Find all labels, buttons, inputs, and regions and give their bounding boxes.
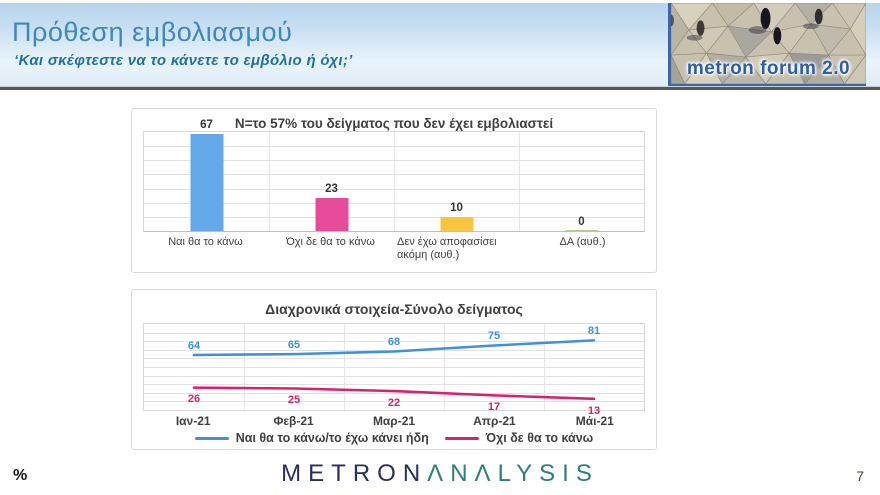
category-label: Ναι θα το κάνω [168, 236, 243, 248]
bar-value-label: 0 [578, 216, 585, 228]
line-chart-x-axis: Ιαν-21 Φεβ-21 Μαρ-21 Απρ-21 Μάι-21 [143, 414, 645, 428]
x-axis-label: Φεβ-21 [273, 414, 314, 428]
metron-forum-logo-text: metron forum 2.0 [686, 58, 851, 79]
data-point-label: 64 [187, 339, 201, 352]
metron-analysis-logo: METRONΛΝΛLYSIS [0, 460, 880, 488]
bar-value-label: 67 [200, 119, 213, 132]
bar-chart-plot: 67 23 10 0 [143, 119, 645, 232]
gridline [269, 132, 270, 231]
line-series-svg [192, 339, 596, 401]
gridline [544, 324, 545, 410]
gridline [394, 132, 395, 231]
bar-column: 0 [519, 132, 644, 231]
gridline [244, 324, 245, 410]
x-axis-label: Μαρ-21 [372, 414, 416, 428]
bar-column: 67 [144, 119, 269, 231]
gridline [344, 324, 345, 410]
gridline [144, 332, 644, 334]
gridline [144, 341, 644, 343]
x-axis-label: Μάι-21 [575, 414, 614, 428]
category-label: ΔΑ (αυθ.) [559, 236, 606, 248]
bar-column: 10 [394, 132, 519, 231]
mosaic-pavement-image [671, 3, 866, 84]
line-chart-legend: Ναι θα το κάνω/το έχω κάνει ήδη Όχι δε θα… [132, 431, 656, 445]
gridline [144, 375, 644, 377]
gridline [144, 384, 644, 386]
header: Πρόθεση εμβολιασμού ‘Και σκέφτεστε να το… [0, 3, 880, 87]
data-point-label: 25 [287, 394, 301, 406]
legend-item: Ναι θα το κάνω/το έχω κάνει ήδη [194, 431, 429, 445]
line-chart-panel: Διαχρονικά στοιχεία-Σύνολο δείγματος 64 6… [131, 289, 657, 450]
data-point-label: 17 [487, 401, 501, 414]
gridline [144, 401, 644, 403]
data-point-label: 26 [187, 393, 201, 406]
bar-chart-title: N=το 57% του δείγματος που δεν έχει εμβο… [234, 116, 554, 131]
percent-unit-label: % [13, 467, 28, 484]
data-point-label: 81 [587, 324, 601, 337]
gridline [144, 392, 644, 394]
bar-chart-panel: N=το 57% του δείγματος που δεν έχει εμβο… [131, 108, 657, 273]
x-axis-label: Ιαν-21 [175, 414, 211, 428]
bar [190, 134, 223, 231]
bar [565, 229, 598, 231]
legend-line-swatch [194, 436, 229, 440]
bar-value-label: 10 [450, 201, 463, 214]
bar [315, 197, 348, 231]
bar-value-label: 23 [325, 182, 338, 195]
page-subtitle: ‘Και σκέφτεστε να το κάνετε το εμβόλιο ή… [14, 52, 353, 69]
line-chart-plot: 64 65 68 75 81 26 25 22 17 13 [143, 323, 645, 417]
data-point-label: 68 [387, 336, 401, 349]
header-divider [0, 86, 880, 90]
bar-column: 23 [269, 132, 394, 231]
bar-chart-categories: Ναι θα το κάνω Όχι δε θα το κάνω Δεν έχω α… [143, 236, 645, 262]
metron-forum-logo: metron forum 2.0 [668, 3, 866, 87]
line-series [192, 339, 596, 357]
page-title: Πρόθεση εμβολιασμού [12, 17, 293, 47]
data-point-label: 13 [587, 404, 601, 417]
data-point-label: 22 [387, 396, 401, 409]
line-chart-title: Διαχρονικά στοιχεία-Σύνολο δείγματος [265, 301, 523, 317]
metron-logo-part: METRON [281, 460, 428, 487]
gridline [519, 132, 520, 231]
gridline [144, 367, 644, 368]
analysis-logo-part: ΛΝΛLYSIS [427, 460, 599, 487]
data-point-label: 75 [487, 330, 501, 342]
legend-line-swatch [444, 436, 479, 440]
data-point-label: 65 [287, 338, 301, 351]
bar-cells: 67 23 10 0 [144, 119, 644, 231]
gridline [144, 358, 644, 360]
legend-label: Όχι δε θα το κάνω [485, 431, 594, 445]
line-series [192, 386, 596, 401]
legend-label: Ναι θα το κάνω/το έχω κάνει ήδη [235, 431, 429, 445]
page-number: 7 [856, 468, 864, 484]
category-label: Όχι δε θα το κάνω [286, 236, 375, 248]
bar [440, 216, 473, 231]
category-label: Δεν έχω αποφασίσει ακόμη (αυθ.) [397, 236, 497, 262]
gridline [444, 324, 445, 410]
x-axis-label: Απρ-21 [473, 414, 516, 428]
legend-item: Όχι δε θα το κάνω [444, 431, 594, 445]
